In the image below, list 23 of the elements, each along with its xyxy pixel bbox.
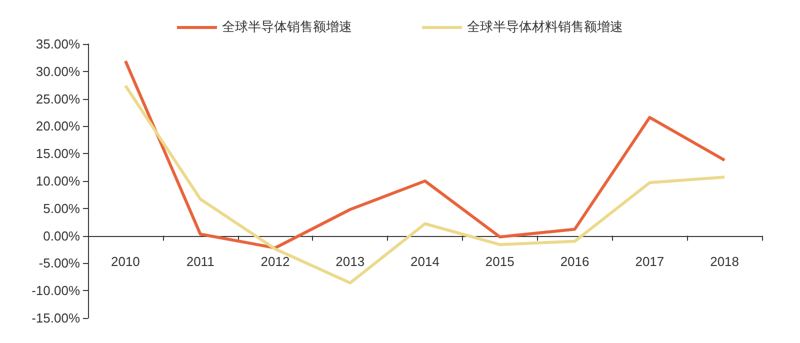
x-tick-label: 2016 — [560, 254, 590, 269]
y-tick-label: 15.00% — [36, 146, 80, 162]
x-tick-label: 2018 — [710, 254, 740, 269]
y-tick-label: 20.00% — [36, 118, 80, 134]
x-tick-label: 2011 — [186, 254, 214, 269]
x-tick-label: 2015 — [485, 254, 514, 269]
line-series — [124, 59, 726, 250]
y-tick-label: -10.00% — [32, 283, 80, 298]
x-tick-label: 2010 — [110, 254, 140, 269]
y-tick-label: 25.00% — [36, 91, 80, 106]
x-tick-label: 2017 — [635, 254, 664, 269]
y-tick-label: 35.00% — [36, 36, 80, 52]
y-tick-label: 5.00% — [43, 200, 80, 216]
x-tick-label: 2012 — [260, 254, 290, 269]
x-tick-label: 2014 — [410, 254, 440, 269]
legend-label: 全球半导体材料销售额增速 — [467, 20, 623, 35]
y-tick-label: 10.00% — [36, 174, 80, 188]
y-tick-label: -15.00% — [32, 310, 80, 326]
x-tick-label: 2013 — [336, 254, 365, 269]
y-tick-label: -5.00% — [38, 256, 80, 271]
legend-label: 全球半导体销售额增速 — [222, 20, 352, 35]
y-tick-label: 30.00% — [36, 64, 80, 79]
y-tick-label: 0.00% — [43, 228, 80, 244]
